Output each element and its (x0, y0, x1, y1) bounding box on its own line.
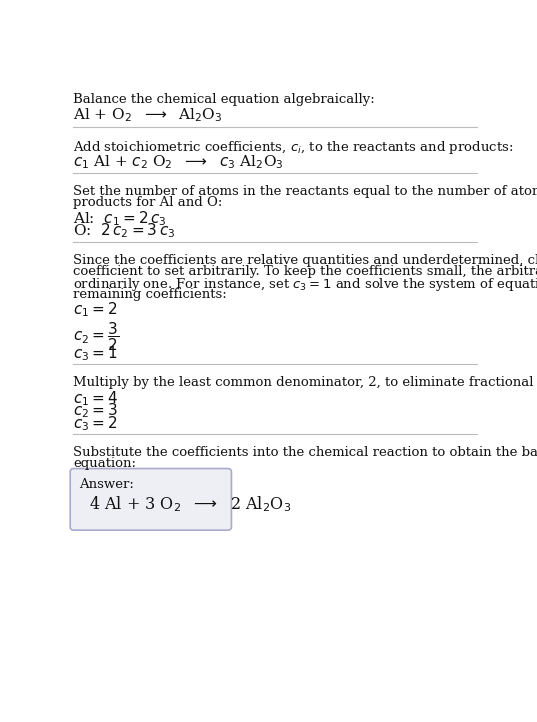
Text: O:  $2\,c_2 = 3\,c_3$: O: $2\,c_2 = 3\,c_3$ (74, 222, 176, 240)
Text: Al + O$_2$  $\longrightarrow$  Al$_2$O$_3$: Al + O$_2$ $\longrightarrow$ Al$_2$O$_3$ (74, 107, 223, 124)
Text: $c_3 = 2$: $c_3 = 2$ (74, 414, 118, 432)
Text: $c_2 = 3$: $c_2 = 3$ (74, 401, 118, 420)
Text: ordinarily one. For instance, set $c_3 = 1$ and solve the system of equations fo: ordinarily one. For instance, set $c_3 =… (74, 277, 537, 293)
Text: Add stoichiometric coefficients, $c_i$, to the reactants and products:: Add stoichiometric coefficients, $c_i$, … (74, 139, 514, 156)
Text: equation:: equation: (74, 458, 136, 471)
Text: coefficient to set arbitrarily. To keep the coefficients small, the arbitrary va: coefficient to set arbitrarily. To keep … (74, 265, 537, 278)
Text: $c_2 = \dfrac{3}{2}$: $c_2 = \dfrac{3}{2}$ (74, 321, 119, 354)
Text: $c_1 = 4$: $c_1 = 4$ (74, 389, 119, 408)
Text: $c_1 = 2$: $c_1 = 2$ (74, 300, 118, 319)
Text: Answer:: Answer: (79, 478, 134, 491)
FancyBboxPatch shape (70, 469, 231, 530)
Text: remaining coefficients:: remaining coefficients: (74, 287, 227, 300)
Text: Substitute the coefficients into the chemical reaction to obtain the balanced: Substitute the coefficients into the che… (74, 446, 537, 459)
Text: $c_3 = 1$: $c_3 = 1$ (74, 344, 118, 362)
Text: Al:  $c_1 = 2\,c_3$: Al: $c_1 = 2\,c_3$ (74, 209, 167, 228)
Text: Balance the chemical equation algebraically:: Balance the chemical equation algebraica… (74, 93, 375, 106)
Text: Multiply by the least common denominator, 2, to eliminate fractional coefficient: Multiply by the least common denominator… (74, 376, 537, 389)
Text: Since the coefficients are relative quantities and underdetermined, choose a: Since the coefficients are relative quan… (74, 254, 537, 267)
Text: $c_1$ Al + $c_2$ O$_2$  $\longrightarrow$  $c_3$ Al$_2$O$_3$: $c_1$ Al + $c_2$ O$_2$ $\longrightarrow$… (74, 153, 284, 170)
Text: Set the number of atoms in the reactants equal to the number of atoms in the: Set the number of atoms in the reactants… (74, 186, 537, 199)
Text: 4 Al + 3 O$_2$  $\longrightarrow$  2 Al$_2$O$_3$: 4 Al + 3 O$_2$ $\longrightarrow$ 2 Al$_2… (89, 495, 291, 515)
Text: products for Al and O:: products for Al and O: (74, 196, 223, 209)
